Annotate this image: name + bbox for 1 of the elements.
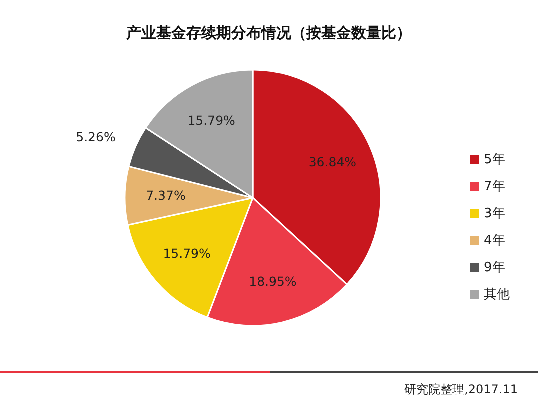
title: 产业基金存续期分布情况（按基金数量比） (126, 24, 412, 42)
